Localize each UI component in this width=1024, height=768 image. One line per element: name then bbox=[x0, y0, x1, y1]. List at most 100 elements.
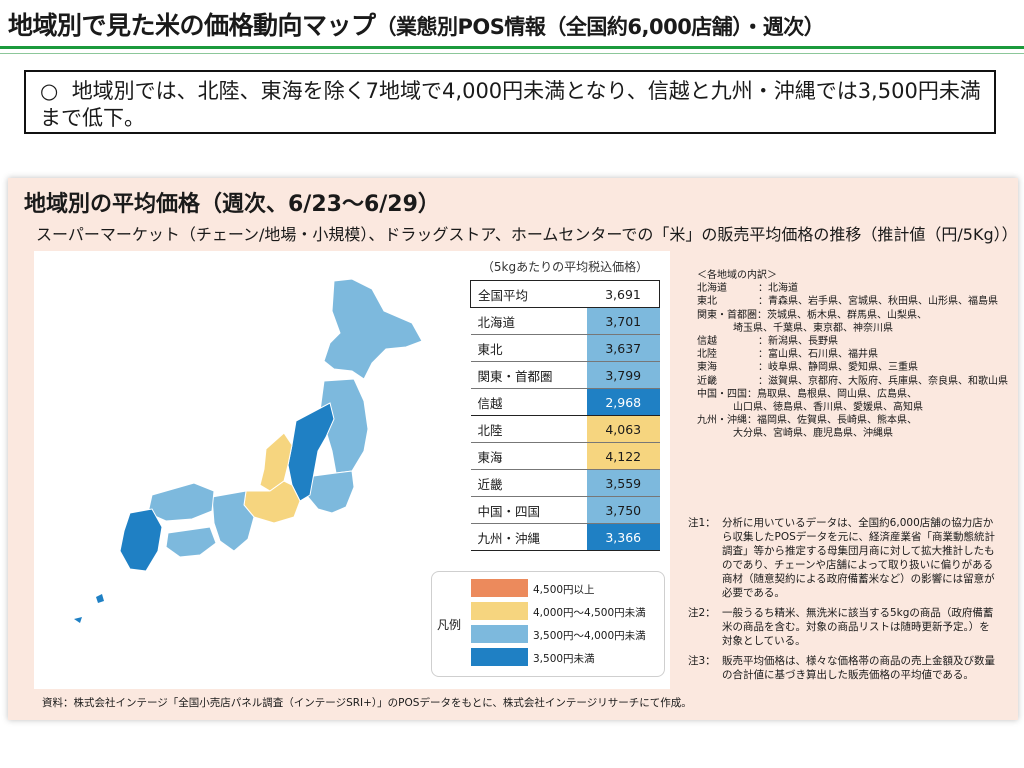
legend-item: 4,500円以上 bbox=[471, 579, 661, 597]
breakdown-region: 北陸 bbox=[697, 349, 717, 361]
table-row: 北海道 3,701 bbox=[470, 307, 660, 335]
page-title-main: 地域別で見た米の価格動向マップ bbox=[8, 11, 376, 40]
region-name-cell: 近畿 bbox=[470, 469, 587, 497]
summary-bullet: ○ bbox=[40, 79, 59, 103]
breakdown-prefectures: ：鳥取県、島根県、岡山県、広島県、 bbox=[747, 388, 917, 400]
breakdown-prefectures: ：青森県、岩手県、宮城県、秋田県、山形県、福島県 bbox=[758, 296, 998, 308]
map-region-kanto bbox=[305, 470, 355, 514]
legend-label: 4,500円以上 bbox=[533, 584, 595, 596]
note-text: 販売平均価格は、様々な価格帯の商品の売上金額及び数量の合計値に基づき算出した販売… bbox=[722, 655, 995, 681]
table-row: 近畿 3,559 bbox=[470, 469, 660, 497]
legend-label: 3,500円～4,000円未満 bbox=[533, 630, 646, 642]
price-value-cell: 2,968 bbox=[587, 388, 660, 416]
breakdown-prefectures: ：北海道 bbox=[758, 283, 798, 295]
japan-map bbox=[74, 278, 423, 623]
breakdown-row: 北海道 ：北海道 bbox=[697, 282, 1017, 295]
breakdown-heading: ＜各地域の内訳＞ bbox=[697, 270, 777, 281]
breakdown-row: 九州・沖縄：福岡県、佐賀県、長崎県、熊本県、 bbox=[697, 414, 1017, 427]
note-item: 注3： 販売平均価格は、様々な価格帯の商品の売上金額及び数量の合計値に基づき算出し… bbox=[688, 654, 1000, 682]
header-rule bbox=[0, 46, 1024, 49]
breakdown-row: 東北 ：青森県、岩手県、宮城県、秋田県、山形県、福島県 bbox=[697, 295, 1017, 308]
breakdown-region: 九州・沖縄 bbox=[697, 415, 747, 427]
breakdown-row: 信越 ：新潟県、長野県 bbox=[697, 335, 1017, 348]
note-item: 注2： 一般うるち精米、無洗米に該当する5kgの商品（政府備蓄米の商品を含む。対象… bbox=[688, 606, 1000, 648]
region-name-cell: 東北 bbox=[470, 334, 587, 362]
breakdown-row: 大分県、宮崎県、鹿児島県、沖縄県 bbox=[697, 427, 1017, 440]
price-value-cell: 3,750 bbox=[587, 496, 660, 524]
summary-text: 地域別では、北陸、東海を除く7地域で4,000円未満となり、信越と九州・沖縄では… bbox=[40, 79, 981, 130]
price-value-cell: 3,691 bbox=[587, 280, 660, 308]
table-row: 全国平均 3,691 bbox=[470, 280, 660, 308]
breakdown-prefectures: ：富山県、石川県、福井県 bbox=[758, 349, 878, 361]
note-label: 注1： bbox=[688, 517, 716, 529]
region-name-cell: 全国平均 bbox=[470, 280, 587, 308]
table-row: 北陸 4,063 bbox=[470, 415, 660, 443]
page-title-suffix: （業態別POS情報（全国約6,000店舗）・週次） bbox=[375, 15, 825, 39]
table-row: 関東・首都圏 3,799 bbox=[470, 361, 660, 389]
legend-title: 凡例 bbox=[437, 618, 462, 632]
breakdown-row: 中国・四国：鳥取県、島根県、岡山県、広島県、 bbox=[697, 388, 1017, 401]
breakdown-region: 信越 bbox=[697, 336, 717, 348]
source-note: 資料：株式会社インテージ「全国小売店パネル調査（インテージSRI+）」のPOSデ… bbox=[42, 697, 692, 709]
breakdown-prefectures: ：滋賀県、京都府、大阪府、兵庫県、奈良県、和歌山県 bbox=[758, 375, 1008, 387]
breakdown-prefectures: 大分県、宮崎県、鹿児島県、沖縄県 bbox=[733, 428, 893, 440]
map-region-hokkaido bbox=[323, 278, 423, 380]
table-caption: （5kgあたりの平均税込価格） bbox=[481, 260, 649, 274]
map-region-shikoku bbox=[165, 526, 217, 558]
note-label: 注2： bbox=[688, 607, 716, 619]
header-rule-thin bbox=[0, 53, 1024, 54]
price-value-cell: 3,559 bbox=[587, 469, 660, 497]
price-value-cell: 4,063 bbox=[587, 415, 660, 443]
region-name-cell: 北海道 bbox=[470, 307, 587, 335]
price-value-cell: 3,799 bbox=[587, 361, 660, 389]
table-row: 信越 2,968 bbox=[470, 388, 660, 416]
map-region-chugoku bbox=[147, 482, 215, 522]
breakdown-region: 関東・首都圏 bbox=[697, 309, 757, 321]
page-title: 地域別で見た米の価格動向マップ（業態別POS情報（全国約6,000店舗）・週次） bbox=[8, 6, 825, 42]
breakdown-prefectures: 山口県、徳島県、香川県、愛媛県、高知県 bbox=[733, 402, 923, 414]
legend-swatch bbox=[471, 602, 528, 620]
panel-title: 地域別の平均価格（週次、6/23～6/29） bbox=[24, 192, 440, 217]
breakdown-region: 近畿 bbox=[697, 375, 717, 387]
table-row: 東北 3,637 bbox=[470, 334, 660, 362]
region-name-cell: 中国・四国 bbox=[470, 496, 587, 524]
breakdown-row: 北陸 ：富山県、石川県、福井県 bbox=[697, 348, 1017, 361]
breakdown-prefectures: ：岐阜県、静岡県、愛知県、三重県 bbox=[758, 362, 918, 374]
map-region-okinawa-south bbox=[74, 617, 82, 623]
legend-label: 3,500円未満 bbox=[533, 653, 595, 665]
legend bbox=[431, 571, 665, 677]
note-text: 分析に用いているデータは、全国約6,000店舗の協力店から収集したPOSデータを… bbox=[722, 517, 995, 599]
price-value-cell: 3,366 bbox=[587, 523, 660, 551]
map-region-kinki bbox=[211, 490, 255, 552]
summary-box: ○ 地域別では、北陸、東海を除く7地域で4,000円未満となり、信越と九州・沖縄… bbox=[24, 70, 996, 134]
legend-label: 4,000円～4,500円未満 bbox=[533, 607, 646, 619]
breakdown-prefectures: 埼玉県、千葉県、東京都、神奈川県 bbox=[733, 322, 893, 334]
breakdown-row: 近畿 ：滋賀県、京都府、大阪府、兵庫県、奈良県、和歌山県 bbox=[697, 375, 1017, 388]
breakdown-region: 東北 bbox=[697, 296, 717, 308]
region-name-cell: 九州・沖縄 bbox=[470, 523, 587, 551]
panel-subtitle: スーパーマーケット（チェーン/地場・小規模）、ドラッグストア、ホームセンターでの… bbox=[36, 225, 1018, 244]
breakdown-prefectures: ：茨城県、栃木県、群馬県、山梨県、 bbox=[757, 309, 927, 321]
breakdown-region: 中国・四国 bbox=[697, 388, 747, 400]
note-text: 一般うるち精米、無洗米に該当する5kgの商品（政府備蓄米の商品を含む。対象の商品… bbox=[722, 607, 994, 647]
legend-item: 4,000円～4,500円未満 bbox=[471, 602, 661, 620]
price-value-cell: 3,701 bbox=[587, 307, 660, 335]
price-value-cell: 4,122 bbox=[587, 442, 660, 470]
region-name-cell: 東海 bbox=[470, 442, 587, 470]
region-name-cell: 関東・首都圏 bbox=[470, 361, 587, 389]
breakdown-prefectures: ：新潟県、長野県 bbox=[758, 336, 838, 348]
legend-item: 3,500円～4,000円未満 bbox=[471, 625, 661, 643]
map-region-okinawa bbox=[96, 594, 104, 603]
table-row: 東海 4,122 bbox=[470, 442, 660, 470]
table-row: 九州・沖縄 3,366 bbox=[470, 523, 660, 551]
breakdown-region: 東海 bbox=[697, 362, 717, 374]
legend-swatch bbox=[471, 648, 528, 666]
breakdown-prefectures: ：福岡県、佐賀県、長崎県、熊本県、 bbox=[747, 415, 917, 427]
note-label: 注3： bbox=[688, 655, 716, 667]
notes: 注1： 分析に用いているデータは、全国約6,000店舗の協力店から収集したPOSデ… bbox=[688, 516, 1000, 688]
breakdown-row: 東海 ：岐阜県、静岡県、愛知県、三重県 bbox=[697, 361, 1017, 374]
map-region-kyushu bbox=[119, 508, 163, 572]
breakdown-row: 埼玉県、千葉県、東京都、神奈川県 bbox=[697, 322, 1017, 335]
region-name-cell: 北陸 bbox=[470, 415, 587, 443]
price-value-cell: 3,637 bbox=[587, 334, 660, 362]
